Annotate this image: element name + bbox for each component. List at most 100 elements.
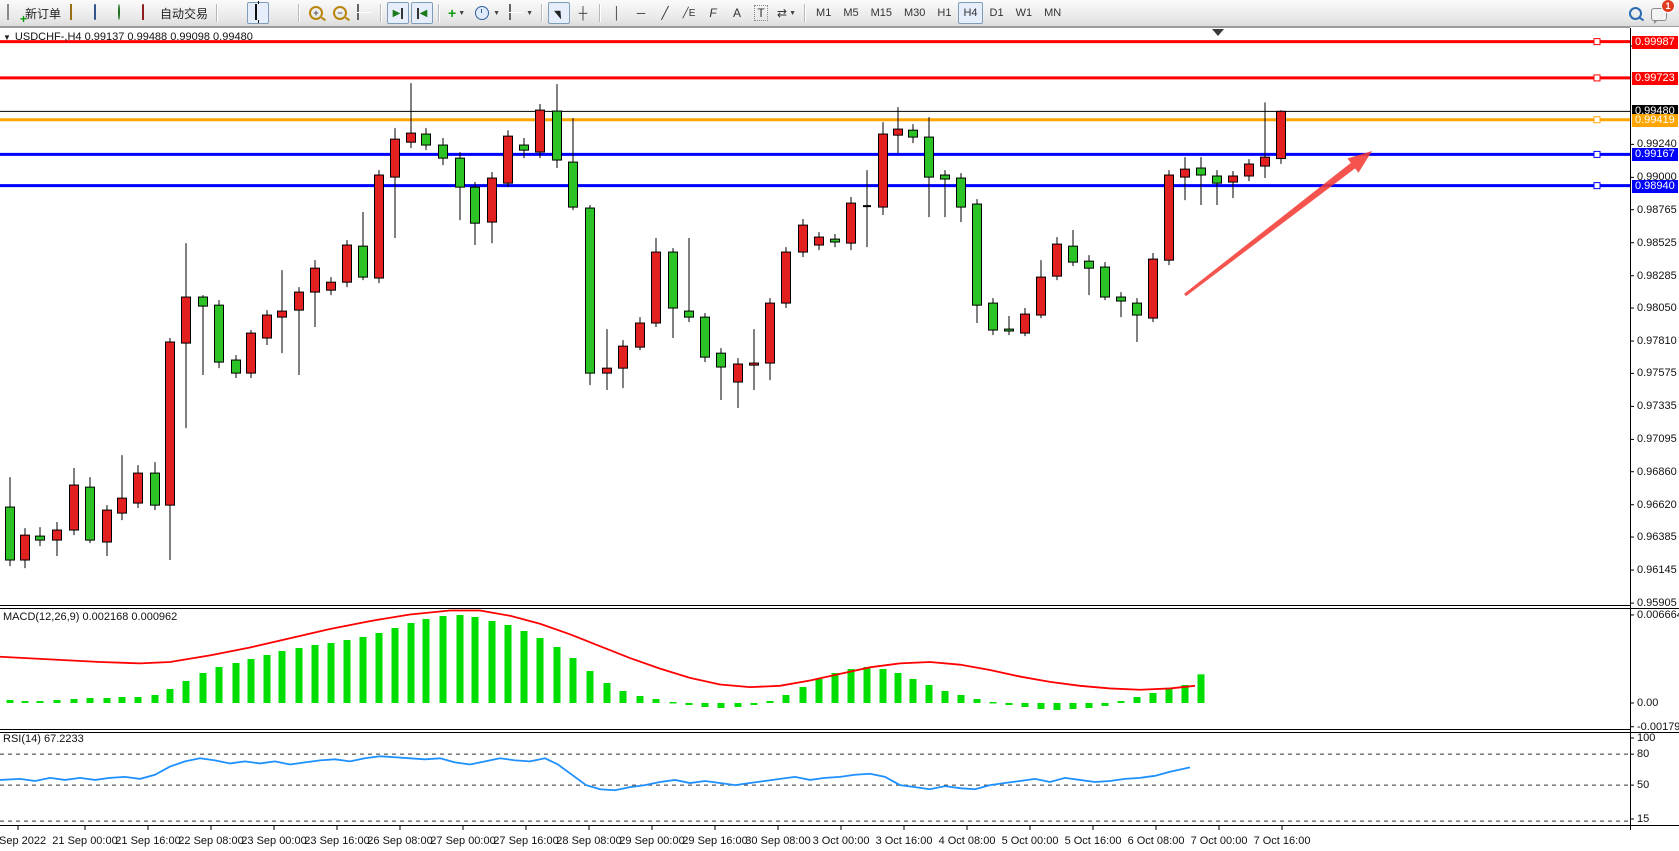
timeframe-h1[interactable]: H1 [937,7,952,19]
navigator-button[interactable] [114,2,136,24]
auto-scroll-button[interactable]: ▶ [387,2,410,24]
macd-histogram-bar [799,686,807,703]
candle-body [470,186,480,224]
candle-body [181,296,191,344]
macd-histogram-bar [669,701,677,704]
cursor-button[interactable] [548,2,571,24]
macd-histogram-bar [471,616,479,703]
price-tick-label: 0.97810 [1637,335,1677,348]
candle-body [830,238,840,243]
candle-body [406,132,416,143]
candlestick-button[interactable] [247,2,270,24]
price-tick-label: 0.98765 [1637,203,1677,216]
macd-histogram-bar [134,696,142,703]
macd-histogram-bar [407,622,415,703]
channel-icon: ╱E [682,7,696,19]
templates-button[interactable]: ▼ [505,2,536,24]
level-line-handle [1593,116,1601,124]
chat-button[interactable]: 1 [1648,0,1675,24]
indicators-icon: + [448,5,457,21]
macd-histogram-bar [53,699,61,703]
text-label-button[interactable]: T [750,2,772,24]
price-tick-label: 0.95905 [1637,597,1677,610]
candle-body [1164,174,1174,261]
chart-shift-button[interactable]: ◀ [411,2,434,24]
candle-body [988,302,998,331]
price-tick-label: 0.96145 [1637,564,1677,577]
candle-body [781,251,791,304]
zoom-out-button[interactable]: − [329,2,351,24]
indicators-button[interactable]: + ▼ [445,2,468,24]
candle-body [1260,156,1270,167]
timeframe-m1[interactable]: M1 [816,7,832,19]
horizontal-line-button[interactable]: ─ [630,2,652,24]
arrows-button[interactable]: ⇄ ▼ [774,2,799,24]
candle-body [214,304,224,363]
candle-body [438,144,448,159]
candle-body [568,161,578,208]
zoom-in-button[interactable]: + [305,2,327,24]
candle-body [1228,175,1238,183]
macd-histogram-bar [1069,702,1077,709]
line-chart-button[interactable] [271,2,293,24]
chevron-down-icon: ▼ [458,9,466,17]
price-tick-label: 0.96385 [1637,531,1677,544]
periods-button[interactable]: ▼ [470,2,503,24]
timeframe-w1[interactable]: W1 [1015,7,1033,19]
macd-histogram-bar [685,702,693,705]
candle-body [972,203,982,306]
autotrading-button[interactable]: 自动交易 [138,2,211,24]
candle-body [117,497,127,514]
fibonacci-button[interactable]: F [702,2,724,24]
symbol-dropdown-icon[interactable]: ▼ [3,33,11,42]
macd-histogram-bar [717,702,725,708]
candle-body [684,310,694,318]
search-button[interactable] [1624,2,1646,24]
candle-body [342,244,352,283]
bar-chart-button[interactable] [223,2,245,24]
macd-axis-label: 0.006664 [1637,608,1679,621]
macd-label: MACD(12,26,9) 0.002168 0.000962 [3,611,178,623]
tile-windows-button[interactable] [353,2,375,24]
candle-body [20,534,30,561]
macd-histogram-bar [879,668,887,703]
notification-badge: 1 [1661,0,1675,13]
candle-body [1116,296,1126,302]
data-window-button[interactable] [90,2,112,24]
vertical-line-button[interactable]: │ [606,2,628,24]
timeframe-m5[interactable]: M5 [843,7,859,19]
macd-histogram-bar [894,672,902,703]
time-tick-label: 5 Oct 16:00 [1064,835,1122,847]
macd-histogram-bar [1037,702,1045,709]
crosshair-button[interactable]: ┼ [572,2,594,24]
level-line-handle [1593,150,1601,158]
time-tick-label: 27 Sep 16:00 [493,835,559,847]
macd-histogram-bar [21,700,29,703]
timeframe-m30[interactable]: M30 [904,7,926,19]
market-watch-button[interactable] [66,2,88,24]
trendline-icon: ╱ [661,6,669,20]
channel-button[interactable]: ╱E [678,2,700,24]
time-tick-label: 30 Sep 08:00 [745,835,811,847]
timeframe-h4[interactable]: H4 [958,2,983,24]
chart-title-row[interactable]: ▼ USDCHF-,H4 0.99137 0.99488 0.99098 0.99… [3,31,253,43]
timeframe-mn[interactable]: MN [1044,7,1062,19]
macd-histogram-bar [652,698,660,703]
periods-icon [475,6,490,20]
new-order-icon [6,4,22,21]
timeframe-d1[interactable]: D1 [989,7,1004,19]
candle-body [294,291,304,311]
time-tick-label: 4 Oct 08:00 [938,835,996,847]
candle-body [846,202,856,244]
time-tick-label: 29 Sep 16:00 [682,835,748,847]
chart-window[interactable]: ▼ USDCHF-,H4 0.99137 0.99488 0.99098 0.99… [0,27,1679,851]
templates-icon [508,4,524,21]
toolbar-separator [438,4,441,22]
macd-histogram-bar [1149,692,1157,703]
new-order-button[interactable]: 新订单 [3,2,64,24]
text-button[interactable]: A [726,2,748,24]
rsi-line [0,755,1191,792]
timeframe-m15[interactable]: M15 [870,7,892,19]
trendline-button[interactable]: ╱ [654,2,676,24]
candle-body [1100,266,1110,298]
